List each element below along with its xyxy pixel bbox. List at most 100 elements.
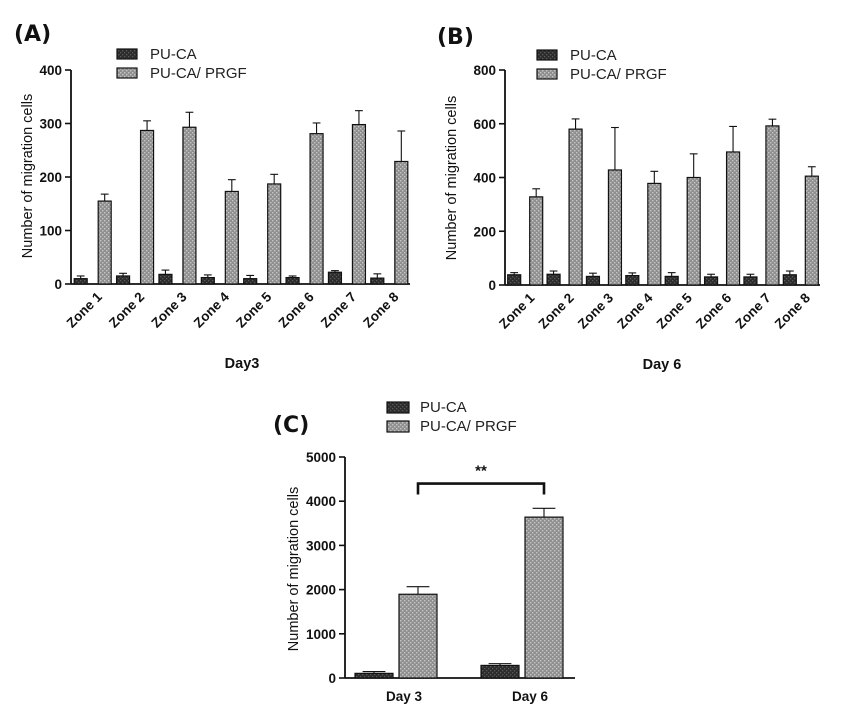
panel-b-legend-swatch-pu-ca-prgf: [536, 68, 558, 80]
panel-c-bar-pu-ca: [354, 672, 394, 679]
panel-c-bar-pu-ca-prgf: [398, 593, 438, 679]
panel-b-legend-swatch-pu-ca: [536, 49, 558, 61]
panel-a-bar-pu-ca-prgf: [351, 123, 367, 285]
panel-a-legend-swatch-pu-ca: [116, 48, 138, 60]
panel-a-y-tick-label: 400: [39, 63, 62, 78]
panel-b-bar-pu-ca: [743, 276, 758, 286]
panel-b-category-label: Zone 5: [654, 290, 696, 332]
panel-c-y-tick-label: 3000: [306, 538, 336, 553]
panel-c-label: (C): [273, 413, 309, 438]
panel-a-category-label: Zone 6: [275, 289, 317, 331]
panel-b-x-axis-title: Day 6: [643, 357, 682, 373]
panel-b-category-label: Zone 2: [535, 290, 576, 331]
panel-a-bar-pu-ca: [115, 275, 131, 285]
panel-a-bar-pu-ca: [327, 271, 343, 285]
panel-c-legend: PU-CA PU-CA/ PRGF: [386, 399, 517, 435]
panel-c-bar-pu-ca: [480, 664, 520, 679]
panel-b-y-tick-label: 0: [488, 278, 496, 293]
panel-b-bar-pu-ca: [703, 276, 719, 286]
panel-a-bar-pu-ca-prgf: [267, 183, 282, 285]
panel-c-bar-pu-ca-prgf: [524, 516, 564, 679]
panel-b-y-tick-label: 200: [473, 224, 496, 239]
panel-b-bar-pu-ca-prgf: [804, 175, 819, 286]
panel-b-bar-pu-ca-prgf: [765, 125, 780, 286]
panel-c-y-tick-label: 5000: [306, 450, 336, 465]
panel-b-bar-pu-ca: [625, 274, 640, 286]
panel-b-bar-pu-ca-prgf: [725, 151, 741, 286]
panel-b-label: (B): [437, 25, 474, 50]
panel-b-bar-pu-ca: [507, 274, 522, 286]
panel-a-legend-pu-ca: PU-CA: [150, 46, 197, 63]
panel-a-bar-pu-ca-prgf: [139, 129, 155, 285]
panel-b-bar-pu-ca-prgf: [607, 169, 623, 286]
panel-c-significance-label: **: [475, 463, 487, 480]
panel-a-x-axis-title: Day3: [225, 356, 260, 372]
panel-b-category-label: Zone 8: [772, 290, 814, 332]
panel-a-y-tick-label: 100: [39, 224, 62, 239]
panel-c-category-label: Day 3: [386, 689, 423, 704]
panel-c-legend-pu-ca: PU-CA: [420, 399, 467, 416]
panel-b-legend-pu-ca: PU-CA: [570, 47, 617, 64]
panel-c-plot: 0 1000 2000 3000 4000 5000 Day 3 Day 6 **: [306, 450, 575, 704]
panel-b-bar-pu-ca: [782, 274, 797, 286]
panel-a-bar-pu-ca: [243, 278, 258, 285]
panel-a-bar-pu-ca: [158, 273, 173, 285]
panel-b-legend-pu-ca-prgf: PU-CA/ PRGF: [570, 66, 667, 83]
panel-a-category-label: Zone 8: [360, 289, 402, 331]
panel-a-category-label: Zone 7: [318, 289, 359, 330]
panel-a-category-label: Zone 2: [106, 289, 147, 330]
panel-c-category-label: Day 6: [512, 689, 549, 704]
panel-a-bar-pu-ca: [285, 276, 300, 285]
panel-b-category-label: Zone 3: [575, 290, 617, 332]
panel-a-y-tick-label: 200: [39, 170, 62, 185]
panel-c-significance-bracket: [416, 482, 546, 495]
panel-a-category-label: Zone 4: [191, 289, 233, 331]
panel-b-chart: (B) PU-CA PU-CA/ PRGF Number of migratio…: [437, 25, 820, 373]
panel-b-bar-pu-ca-prgf: [529, 196, 544, 286]
panel-b-category-label: Zone 1: [496, 290, 538, 332]
panel-a-bar-pu-ca: [73, 278, 88, 285]
panel-a-label: (A): [14, 22, 51, 47]
panel-a-bar-pu-ca-prgf: [394, 160, 409, 285]
panel-a-bar-pu-ca-prgf: [224, 190, 239, 285]
panel-a-bar-pu-ca: [200, 276, 215, 285]
panel-a-bar-pu-ca-prgf: [182, 126, 197, 285]
panel-b-category-label: Zone 7: [732, 290, 773, 331]
panel-b-y-tick-label: 400: [473, 171, 496, 186]
panel-b-bar-pu-ca: [546, 273, 561, 286]
panel-a-category-label: Zone 5: [233, 289, 275, 331]
panel-a-y-axis-title: Number of migration cells: [20, 94, 36, 258]
panel-c-y-tick-label: 2000: [306, 583, 336, 598]
panel-b-y-tick-label: 600: [473, 117, 496, 132]
panel-a-category-label: Zone 1: [64, 289, 106, 331]
panel-c-y-tick-label: 4000: [306, 494, 336, 509]
panel-c-y-tick-label: 0: [328, 671, 336, 686]
panel-c-legend-swatch-pu-ca: [386, 401, 410, 414]
panel-a-bar-pu-ca-prgf: [309, 133, 324, 285]
panel-c-y-axis-title: Number of migration cells: [286, 487, 302, 651]
panel-a-legend-pu-ca-prgf: PU-CA/ PRGF: [150, 65, 247, 82]
panel-b-bar-pu-ca-prgf: [647, 182, 662, 286]
panel-b-bar-pu-ca-prgf: [568, 128, 583, 286]
panel-b-legend: PU-CA PU-CA/ PRGF: [536, 47, 667, 83]
panel-b-category-label: Zone 6: [693, 290, 735, 332]
panel-b-bar-pu-ca: [664, 275, 679, 286]
panel-a-bar-pu-ca: [370, 277, 385, 285]
panel-a-legend-swatch-pu-ca-prgf: [116, 67, 138, 79]
panel-b-bar-pu-ca-prgf: [686, 176, 701, 286]
panel-c-legend-swatch-pu-ca-prgf: [386, 420, 410, 433]
panel-b-category-label: Zone 4: [614, 290, 656, 332]
panel-a-y-tick-label: 300: [39, 117, 62, 132]
panel-a-category-label: Zone 3: [148, 289, 190, 331]
panel-c-chart: (C) PU-CA PU-CA/ PRGF Number of migratio…: [273, 399, 575, 704]
panel-b-y-axis-title: Number of migration cells: [444, 96, 460, 260]
panel-b-y-tick-label: 800: [473, 63, 496, 78]
panel-c-y-tick-label: 1000: [306, 627, 336, 642]
panel-a-legend: PU-CA PU-CA/ PRGF: [116, 46, 247, 82]
panel-a-bar-pu-ca-prgf: [97, 200, 112, 285]
panel-a-chart: (A) PU-CA PU-CA/ PRGF Number of migratio…: [14, 22, 410, 372]
panel-a-y-tick-label: 0: [54, 277, 62, 292]
